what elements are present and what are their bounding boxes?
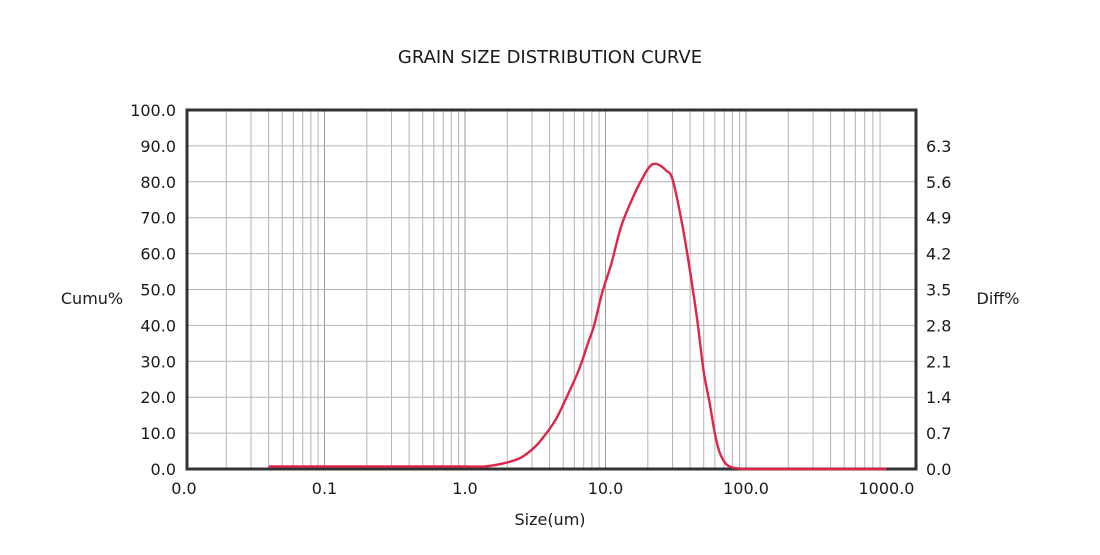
diff-distribution-curve — [268, 162, 887, 471]
left-y-tick-label: 40.0 — [140, 316, 176, 335]
right-y-tick-label: 3.5 — [926, 281, 951, 300]
right-y-tick-label: 1.4 — [926, 388, 951, 407]
right-y-tick-label: 0.7 — [926, 424, 951, 443]
right-y-tick-label: 2.1 — [926, 352, 951, 371]
left-y-tick-label: 20.0 — [140, 388, 176, 407]
x-axis-label: Size(um) — [514, 510, 585, 529]
right-y-axis-ticks: 0.0 0.7 1.4 2.1 2.8 3.5 4.2 4.9 5.6 6.3 — [926, 137, 951, 479]
right-y-tick-label: 5.6 — [926, 173, 951, 192]
left-y-axis-label: Cumu% — [61, 289, 123, 308]
left-y-tick-label: 50.0 — [140, 281, 176, 300]
grid-lines — [187, 110, 916, 469]
left-y-axis-ticks: 0.0 10.0 20.0 30.0 40.0 50.0 60.0 70.0 80.0 90.0 1… — [130, 101, 176, 479]
right-y-tick-label: 2.8 — [926, 316, 951, 335]
x-tick-label: 1.0 — [452, 479, 477, 498]
left-y-tick-label: 70.0 — [140, 209, 176, 228]
left-y-tick-label: 10.0 — [140, 424, 176, 443]
right-y-axis-label: Diff% — [977, 289, 1020, 308]
right-y-tick-label: 6.3 — [926, 137, 951, 156]
chart-title: GRAIN SIZE DISTRIBUTION CURVE — [398, 47, 702, 68]
plot-frame — [185, 108, 918, 471]
right-y-tick-label: 0.0 — [926, 460, 951, 479]
x-tick-label: 10.0 — [588, 479, 624, 498]
right-y-tick-label: 4.2 — [926, 245, 951, 264]
left-y-tick-label: 90.0 — [140, 137, 176, 156]
left-y-tick-label: 0.0 — [151, 460, 176, 479]
x-tick-label: 0.1 — [312, 479, 337, 498]
x-axis-ticks: 0.0 0.1 1.0 10.0 100.0 1000.0 — [171, 479, 914, 498]
x-tick-label: 100.0 — [723, 479, 769, 498]
left-y-tick-label: 60.0 — [140, 245, 176, 264]
x-tick-label: 0.0 — [171, 479, 196, 498]
left-y-tick-label: 30.0 — [140, 352, 176, 371]
x-tick-label: 1000.0 — [859, 479, 915, 498]
right-y-tick-label: 4.9 — [926, 209, 951, 228]
left-y-tick-label: 80.0 — [140, 173, 176, 192]
left-y-tick-label: 100.0 — [130, 101, 176, 120]
